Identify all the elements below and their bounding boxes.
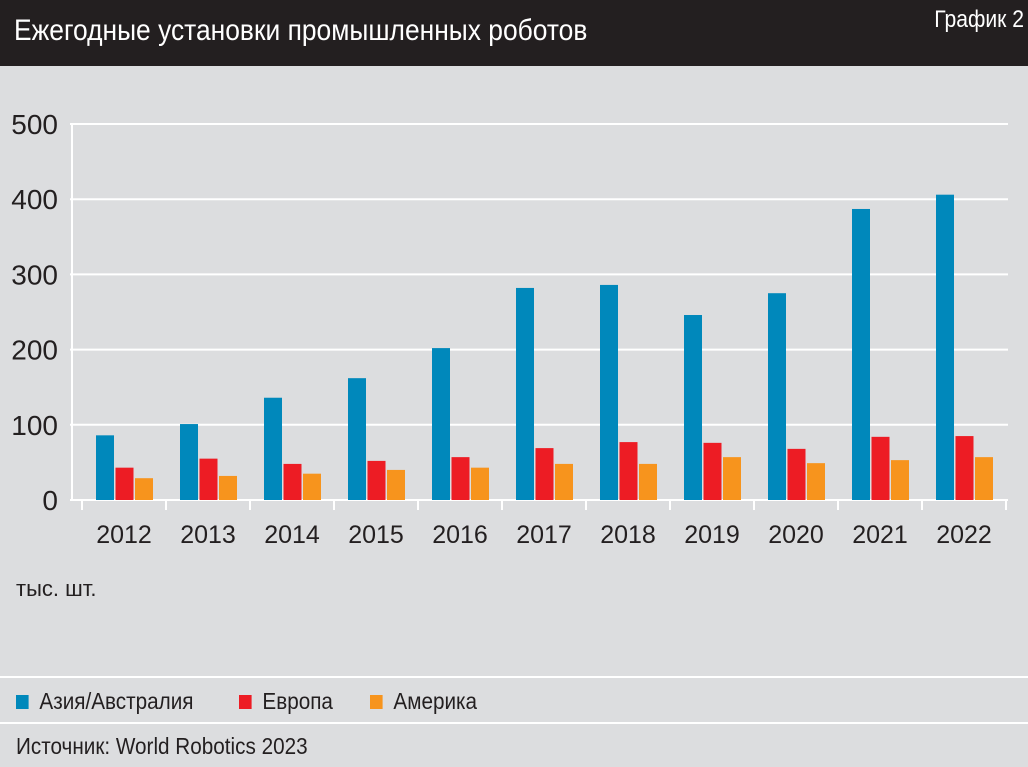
x-tick-label: 2017 [516,521,572,549]
bar-2013-2 [219,475,237,500]
y-axis-unit: тыс. шт. [16,576,97,601]
header-bar: Ежегодные установки промышленных роботов… [0,0,1028,66]
legend-swatch [369,694,383,709]
bar-2014-2 [303,473,321,500]
bar-2013-1 [199,458,218,500]
bar-2013-0 [180,424,198,500]
bar-2020-1 [787,448,806,500]
legend-swatch [239,694,252,709]
bar-2015-2 [387,469,405,500]
divider [0,722,1028,724]
bar-2012-0 [96,435,114,500]
bar-2018-2 [639,463,657,500]
bar-2021-1 [871,436,890,500]
legend-item-america: Америка [369,688,477,715]
x-tick-label: 2014 [264,521,320,549]
y-tick-label: 200 [11,335,58,366]
bar-2015-0 [348,378,366,500]
bar-2019-1 [703,442,722,500]
x-tick-label: 2013 [180,521,236,549]
bar-2019-2 [723,457,741,500]
x-tick-label: 2018 [600,521,656,549]
bar-2022-0 [936,194,954,501]
bar-2018-1 [619,442,638,500]
x-tick-label: 2022 [936,521,992,549]
legend-label: Азия/Австралия [39,688,194,714]
bar-2018-0 [600,284,618,500]
x-tick-label: 2019 [684,521,740,549]
x-tick-label: 2020 [768,521,824,549]
y-tick-label: 100 [11,410,58,441]
legend-item-europe: Европа [239,688,333,715]
bar-2012-1 [115,467,134,500]
bar-2017-2 [555,463,573,500]
y-tick-label: 300 [11,259,58,290]
bar-2016-0 [432,348,450,500]
bar-2016-2 [471,467,489,500]
bar-2017-0 [516,287,534,500]
legend-label: Европа [262,688,334,714]
y-tick-label: 0 [42,485,58,516]
bar-2016-1 [451,457,470,500]
bar-2014-0 [264,397,282,500]
bar-2014-1 [283,463,302,500]
bar-2022-1 [955,436,974,500]
x-tick-label: 2016 [432,521,488,549]
y-tick-label: 400 [11,184,58,215]
chart-title: Ежегодные установки промышленных роботов [14,14,588,47]
bar-2020-2 [807,463,825,500]
x-tick-label: 2015 [348,521,404,549]
bar-2012-2 [135,478,153,500]
chart-number: График 2 [934,6,1024,33]
legend-label: Америка [393,688,477,714]
x-tick-label: 2012 [96,521,152,549]
source-note: Источник: World Robotics 2023 [16,733,308,759]
bar-2020-0 [768,293,786,500]
bar-2022-2 [975,457,993,500]
y-tick-label: 500 [11,109,58,140]
divider [0,676,1028,678]
bar-2015-1 [367,460,386,500]
bar-2021-0 [852,208,870,500]
legend-item-asia: Азия/Австралия [16,688,194,715]
bar-2021-2 [891,460,909,500]
bar-chart: 0 100 200 300 400 500 2012 2013 2014 2015 2016 2017… [11,109,1008,549]
bar-2019-0 [684,315,702,500]
x-tick-label: 2021 [852,521,908,549]
bar-2017-1 [535,448,554,500]
legend: Азия/Австралия Европа Америка [16,688,515,715]
legend-swatch [16,694,29,709]
